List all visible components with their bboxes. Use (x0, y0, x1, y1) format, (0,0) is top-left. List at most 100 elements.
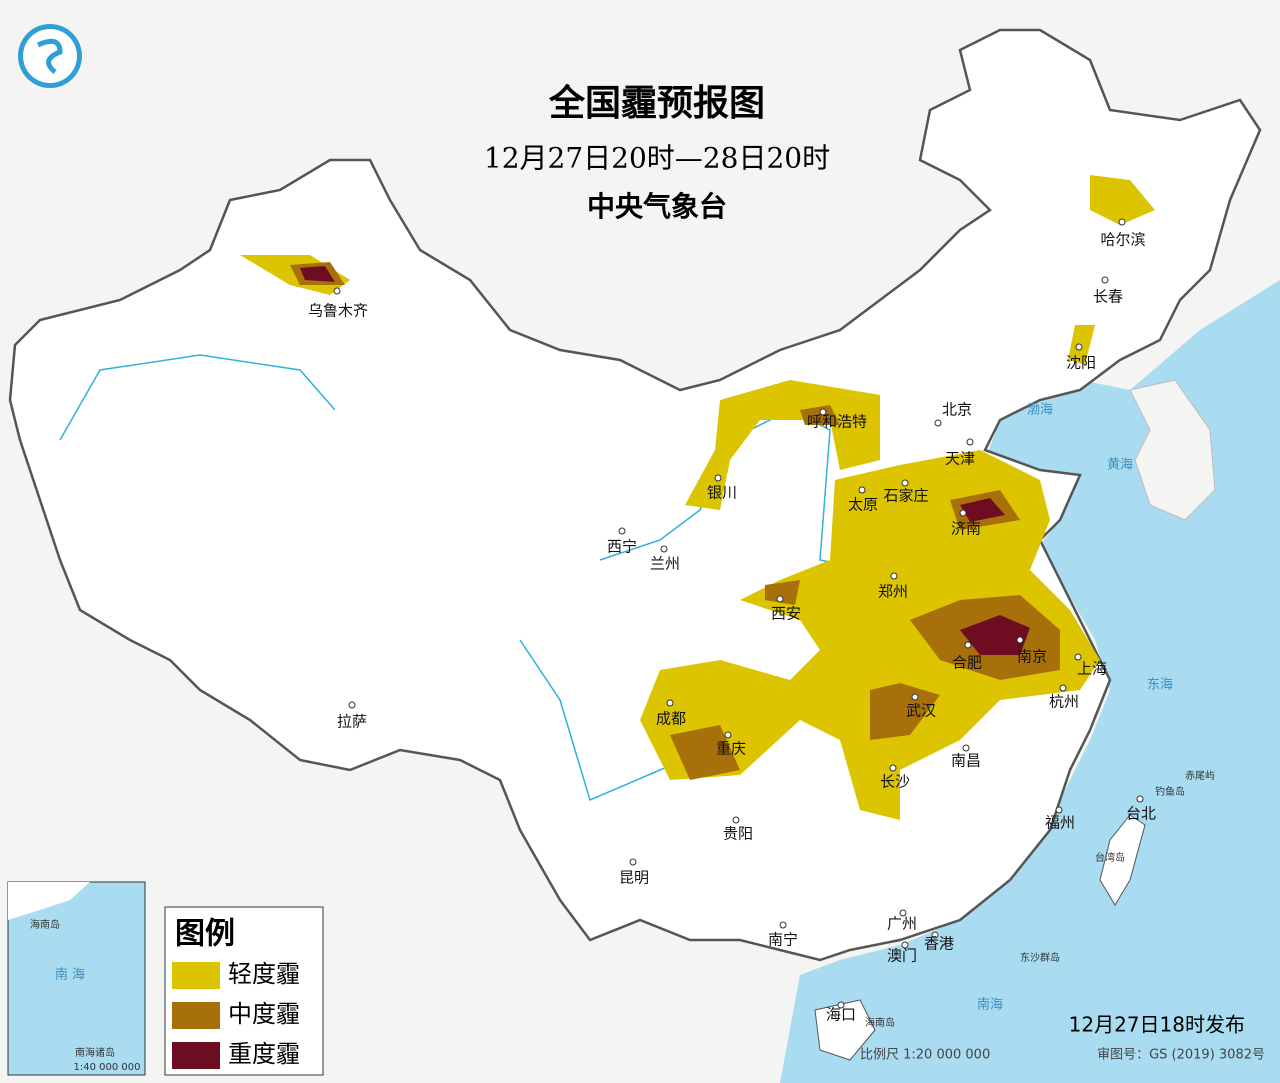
city-dot (732, 816, 740, 824)
city-dot (962, 744, 970, 752)
city-label: 台北 (1126, 805, 1156, 823)
city-label: 长沙 (880, 773, 910, 791)
city-label: 天津 (945, 450, 975, 468)
city-dot (1074, 653, 1082, 661)
inset-label: 南 海 (55, 967, 85, 983)
city-dot (629, 858, 637, 866)
city-dot (776, 595, 784, 603)
hainan (814, 999, 876, 1061)
sea-label: 渤海 (1027, 402, 1053, 418)
city-dot (934, 419, 942, 427)
city-dot (837, 1001, 845, 1009)
city-dot (666, 699, 674, 707)
legend-label: 轻度霾 (228, 960, 300, 988)
issuer: 中央气象台 (587, 190, 727, 223)
city-label: 福州 (1045, 814, 1075, 832)
city-dot (333, 287, 341, 295)
city-dot (779, 921, 787, 929)
legend-label: 中度霾 (228, 1000, 300, 1028)
city-label: 哈尔滨 (1100, 231, 1145, 249)
city-label: 杭州 (1049, 693, 1079, 711)
city-label: 南宁 (768, 931, 798, 949)
inset-frame (7, 881, 146, 1076)
city-dot (348, 701, 356, 709)
city-dot (1016, 636, 1024, 644)
legend-label: 重度霾 (228, 1040, 300, 1068)
city-dot (901, 941, 909, 949)
city-label: 长春 (1093, 288, 1123, 306)
city-label: 石家庄 (883, 487, 928, 505)
city-label: 合肥 (952, 654, 982, 672)
city-dot (959, 509, 967, 517)
legend-swatch (172, 962, 220, 989)
inset: 海南岛 南 海 南海诸岛 1:40 000 000 (7, 881, 146, 1076)
city-label: 成都 (656, 710, 686, 728)
city-dot (889, 764, 897, 772)
city-dot (714, 474, 722, 482)
sea-label: 钓鱼岛 (1155, 785, 1185, 798)
city-label: 上海 (1077, 660, 1107, 678)
city-label: 北京 (942, 401, 972, 419)
city-label: 贵阳 (723, 825, 753, 843)
inset-land (8, 882, 90, 920)
city-dot (1059, 684, 1067, 692)
period: 12月27日20时—28日20时 (484, 142, 830, 175)
city-label: 沈阳 (1066, 354, 1096, 372)
taiwan (1099, 814, 1146, 906)
sea-label: 赤尾屿 (1185, 770, 1215, 782)
city-dot (819, 408, 827, 416)
title: 全国霾预报图 (548, 82, 765, 124)
city-label: 海口 (826, 1006, 856, 1024)
city-dot (931, 931, 939, 939)
legend-swatch (172, 1042, 220, 1069)
city-label: 银川 (707, 484, 737, 502)
city-dot (724, 731, 732, 739)
city-dot (964, 641, 972, 649)
city-dot (1136, 795, 1144, 803)
city-dot (911, 693, 919, 701)
city-dot (890, 572, 898, 580)
review-no: 审图号：GS (2019) 3082号 (1097, 1048, 1265, 1063)
korea (1129, 379, 1216, 521)
city-dot (1075, 343, 1083, 351)
inset-label: 1:40 000 000 (74, 1062, 141, 1073)
inset-label: 海南岛 (30, 918, 60, 931)
city-label: 郑州 (878, 583, 908, 601)
city-label: 济南 (951, 520, 981, 538)
city-dot (966, 438, 974, 446)
logo-mark (36, 38, 63, 74)
city-label: 南京 (1017, 648, 1047, 666)
city-label: 西宁 (607, 538, 637, 556)
sea-label: 海南岛 (865, 1016, 895, 1029)
city-label: 兰州 (650, 555, 680, 573)
city-label: 武汉 (906, 702, 936, 720)
city-dot (1118, 218, 1126, 226)
inset-label: 南海诸岛 (75, 1046, 115, 1059)
legend-swatch (172, 1002, 220, 1029)
sea-label: 台湾岛 (1095, 851, 1125, 864)
sea-label: 东海 (1147, 678, 1173, 693)
city-label: 呼和浩特 (807, 413, 867, 431)
city-label: 南昌 (951, 752, 981, 770)
city-dot (1055, 806, 1063, 814)
city-label: 乌鲁木齐 (308, 302, 368, 320)
sea-label: 南海 (977, 997, 1003, 1013)
city-dot (858, 486, 866, 494)
sea-label: 东沙群岛 (1020, 951, 1060, 964)
haze-light (240, 175, 1155, 820)
city-dot (618, 527, 626, 535)
legend-title: 图例 (175, 917, 235, 952)
city-label: 西安 (771, 605, 801, 623)
city-label: 香港 (924, 935, 954, 953)
city-dot (899, 909, 907, 917)
city-label: 拉萨 (337, 713, 367, 731)
city-label: 广州 (887, 915, 917, 933)
issued: 12月27日18时发布 (1069, 1013, 1245, 1037)
scale: 比例尺 1:20 000 000 (860, 1048, 990, 1063)
